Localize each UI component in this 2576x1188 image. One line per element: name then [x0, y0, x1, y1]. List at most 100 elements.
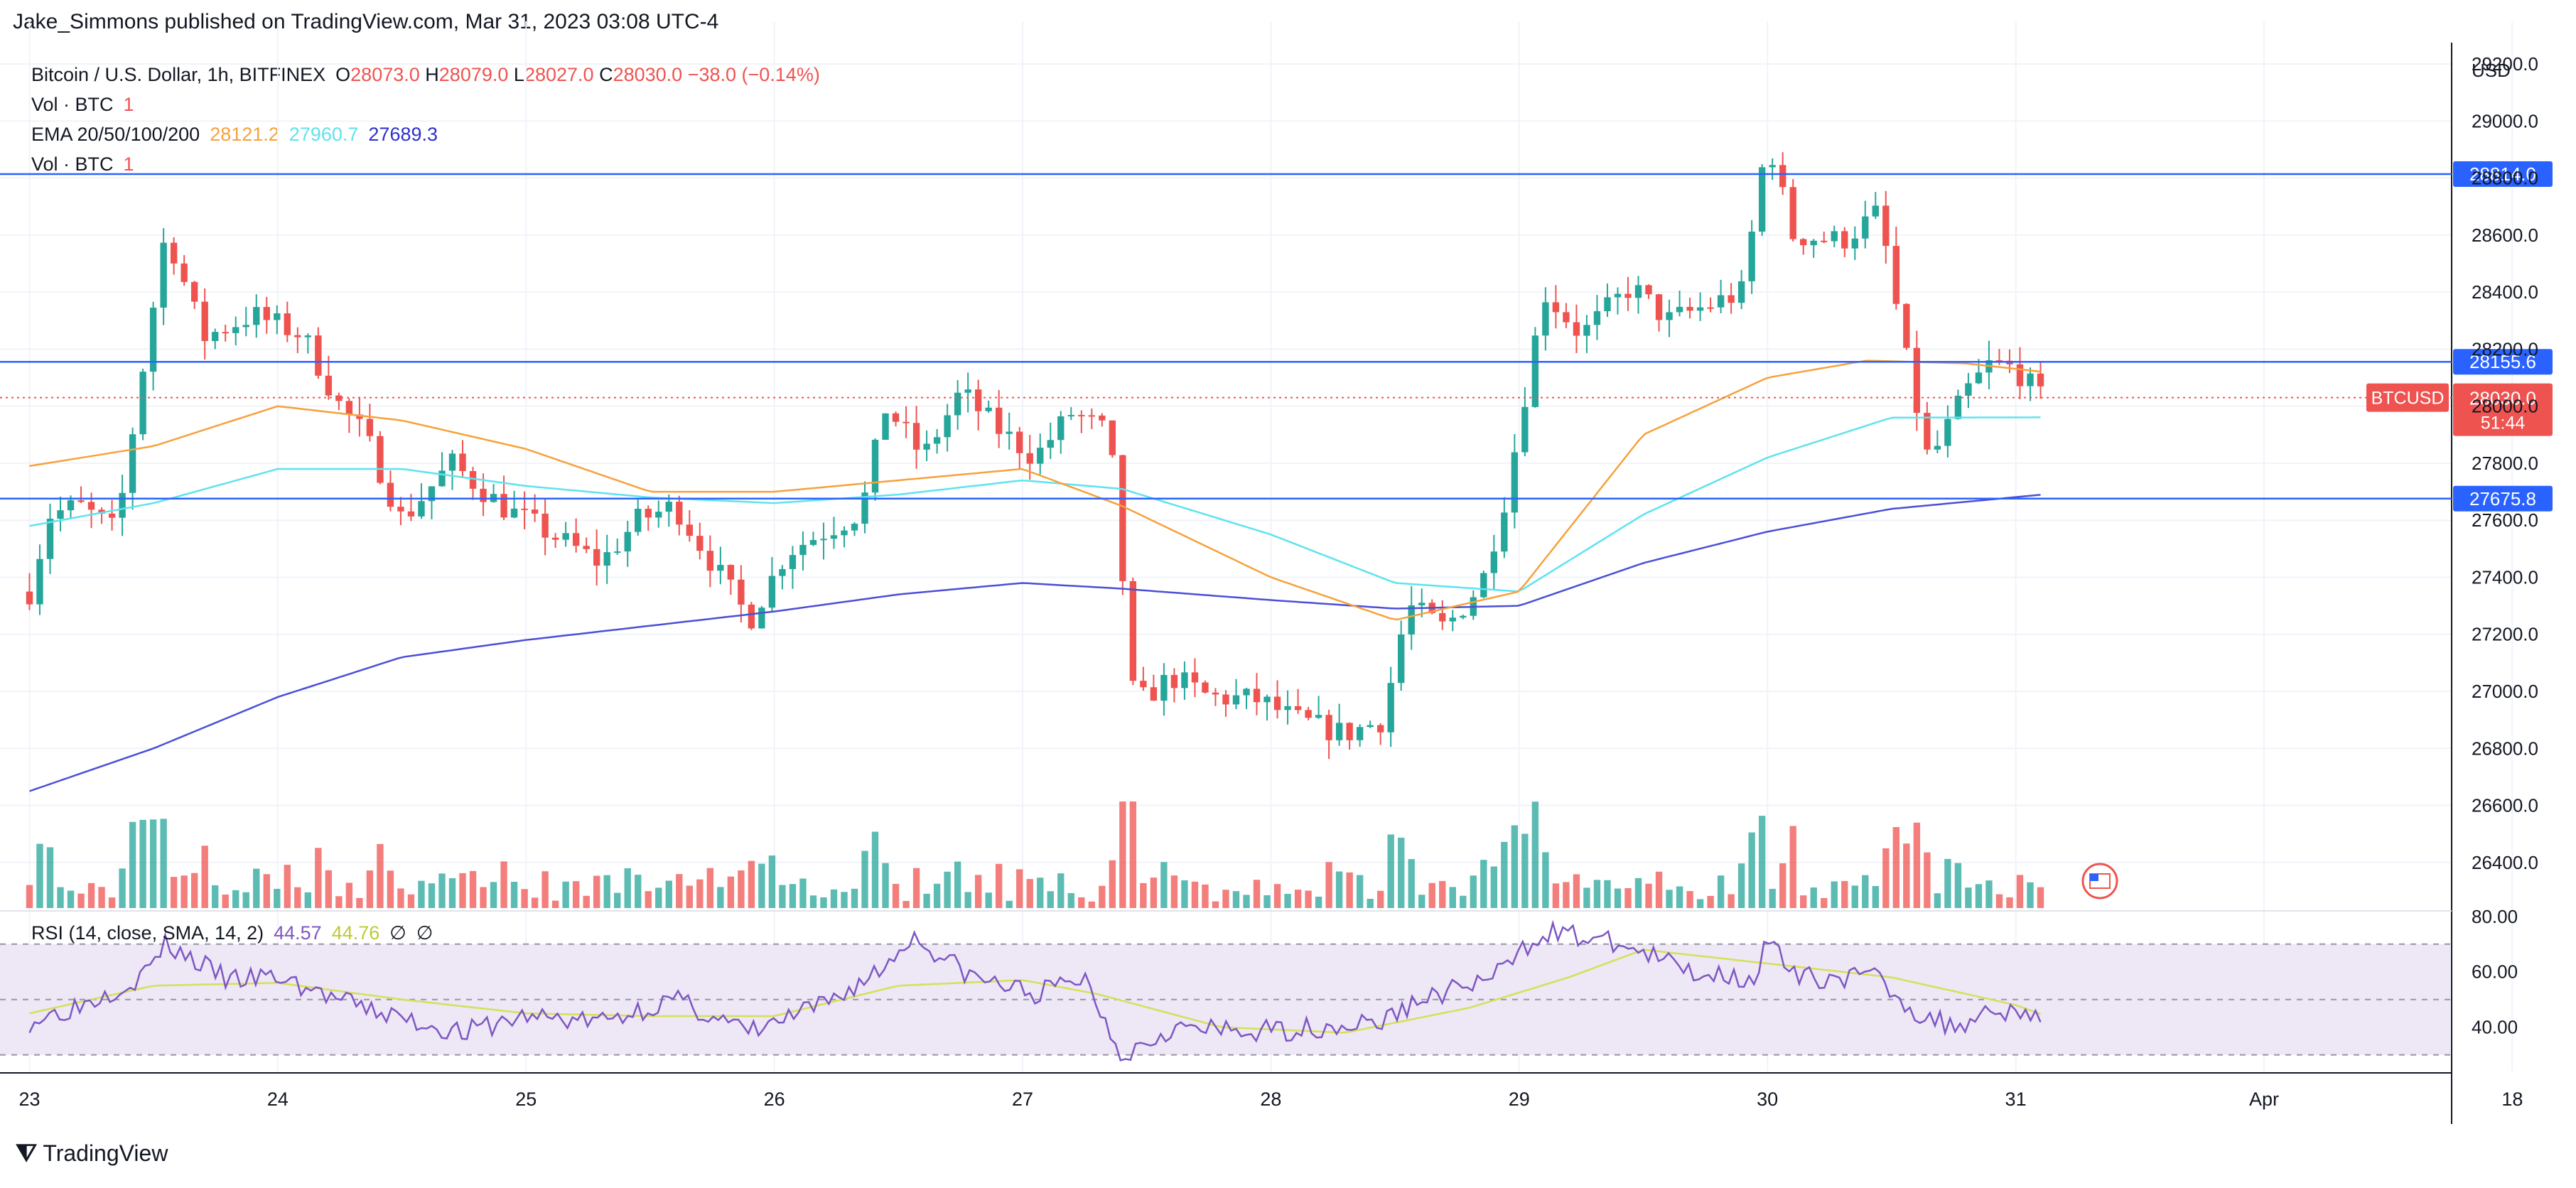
ohlc-values: O28073.0 H28079.0 L28027.0 C28030.0 −38.…: [335, 60, 820, 90]
candle-body: [263, 307, 270, 320]
candle-body: [397, 507, 404, 512]
candle-body: [1810, 240, 1817, 246]
volume-bar: [1985, 880, 1993, 908]
candle-body: [593, 549, 600, 566]
candle-body: [1789, 187, 1796, 239]
candle-body: [1614, 293, 1622, 298]
volume-bar: [1624, 887, 1632, 908]
candle-body: [923, 443, 930, 450]
ema-label: EMA 20/50/100/200: [31, 124, 200, 145]
candle-body: [1913, 347, 1921, 414]
time-tick-label: 31: [2005, 1089, 2027, 1110]
candle-body: [1006, 431, 1013, 434]
candle-body: [841, 530, 848, 536]
volume-bar: [665, 880, 672, 908]
price-tick-label: 26800.0: [2472, 738, 2538, 759]
tradingview-footer[interactable]: ⧨ TradingView: [16, 1140, 168, 1167]
volume-bar: [1470, 875, 1477, 908]
candle-body: [1965, 383, 1972, 396]
time-tick-label: 28: [1260, 1089, 1281, 1110]
volume-bar: [1717, 875, 1725, 908]
volume-bar: [676, 874, 683, 908]
ema-legend-row[interactable]: EMA 20/50/100/200 28121.2 27960.7 27689.…: [31, 119, 820, 149]
volume-bar: [387, 870, 394, 908]
volume-bar: [1387, 834, 1394, 908]
volume-bar: [263, 874, 270, 908]
volume-bar: [562, 881, 569, 908]
candle-body: [902, 421, 910, 423]
candle-body: [212, 332, 219, 341]
volume-bar: [1325, 862, 1332, 908]
candle-body: [1294, 706, 1302, 711]
price-tick-label: 28200.0: [2472, 338, 2538, 360]
volume-bar: [232, 890, 239, 908]
volume-bar: [1150, 878, 1158, 908]
volume-bar: [480, 887, 487, 908]
candle-body: [366, 418, 374, 436]
rsi-tick-label: 40.00: [2472, 1017, 2518, 1038]
close-value: 28030.0: [613, 64, 683, 85]
candle-body: [201, 301, 208, 341]
volume-bar: [1655, 871, 1663, 908]
candle-body: [1511, 452, 1519, 513]
candle-body: [325, 375, 333, 396]
rsi-na2: ∅: [416, 922, 433, 944]
volume-bar: [356, 897, 363, 908]
candle-body: [551, 537, 559, 540]
candle-body: [1924, 413, 1931, 450]
volume2-legend-row[interactable]: Vol · BTC 1: [31, 149, 820, 179]
candle-body: [1892, 246, 1900, 304]
volume-bar: [1129, 801, 1137, 908]
price-tick-label: 27200.0: [2472, 624, 2538, 645]
volume-bar: [1449, 887, 1456, 908]
candle-body: [129, 434, 136, 493]
candle-body: [1346, 723, 1353, 740]
volume-bar: [1376, 890, 1384, 908]
time-tick-label: 26: [764, 1089, 785, 1110]
candle-body: [356, 414, 363, 419]
volume-bar: [1903, 843, 1910, 908]
volume2-label: Vol · BTC: [31, 153, 114, 175]
event-flag-canton: [2090, 874, 2098, 881]
candle-body: [253, 307, 260, 325]
candle-body: [1078, 415, 1085, 417]
volume-bar: [1202, 884, 1209, 908]
volume-bar: [98, 887, 105, 908]
candle-body: [480, 488, 487, 502]
candle-body: [871, 439, 879, 493]
volume-bar: [1294, 890, 1302, 908]
candle-body: [1872, 205, 1879, 217]
candle-body: [2037, 373, 2044, 387]
volume-bar: [799, 878, 807, 908]
symbol-row[interactable]: Bitcoin / U.S. Dollar, 1h, BITFINEX O280…: [31, 60, 820, 90]
candle-body: [1841, 231, 1848, 249]
candle-body: [222, 332, 229, 334]
volume-legend-row[interactable]: Vol · BTC 1: [31, 90, 820, 119]
rsi-legend[interactable]: RSI (14, close, SMA, 14, 2) 44.57 44.76 …: [31, 922, 433, 944]
volume-bar: [119, 868, 126, 908]
candle-body: [717, 565, 724, 571]
candle-body: [1821, 240, 1828, 242]
volume-bar: [1367, 899, 1374, 908]
volume-bar: [1882, 848, 1890, 908]
candle-body: [1573, 322, 1580, 336]
price-tick-label: 26600.0: [2472, 795, 2538, 816]
candle-body: [1686, 306, 1693, 311]
candle-body: [57, 510, 64, 519]
volume-bar: [655, 887, 662, 908]
candle-body: [1728, 295, 1735, 303]
volume-bar: [87, 882, 95, 908]
candle-body: [583, 546, 590, 549]
candle-body: [1490, 551, 1498, 573]
volume-bar: [727, 876, 735, 908]
volume-bar: [768, 855, 776, 908]
candle-body: [1583, 325, 1590, 336]
candle-body: [820, 539, 827, 541]
volume-bar: [1284, 894, 1291, 908]
volume-bar: [892, 883, 900, 908]
price-tick-label: 26400.0: [2472, 852, 2538, 873]
candle-body: [1325, 715, 1332, 740]
last-price-label: 28030.0: [2469, 388, 2536, 409]
candle-body: [500, 494, 507, 518]
